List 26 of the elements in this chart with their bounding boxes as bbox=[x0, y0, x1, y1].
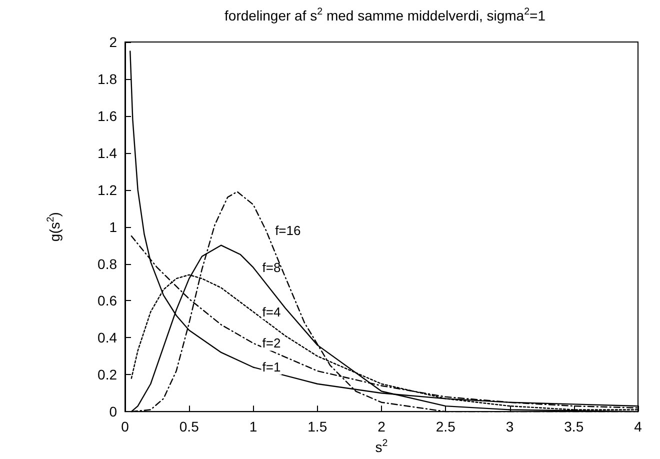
x-tick-label: 1.5 bbox=[308, 418, 328, 435]
y-tick-label: 1.4 bbox=[98, 144, 118, 161]
x-tick-label: 2.5 bbox=[436, 418, 456, 435]
x-tick-label: 3 bbox=[506, 418, 514, 435]
y-tick-label: 0.2 bbox=[98, 366, 118, 383]
x-tick-label: 2 bbox=[378, 418, 386, 435]
x-tick-label: 3.5 bbox=[564, 418, 584, 435]
y-tick-label: 0 bbox=[109, 404, 118, 420]
y-tick-label: 1.6 bbox=[98, 108, 118, 124]
y-tick-label: 1.2 bbox=[98, 182, 118, 198]
y-tick-label: 0.8 bbox=[98, 256, 118, 272]
series-label: f=8 bbox=[262, 260, 281, 275]
y-tick-label: 0.4 bbox=[98, 330, 118, 346]
x-tick-label: 0.5 bbox=[179, 418, 200, 435]
y-tick-label: 1 bbox=[109, 218, 118, 235]
x-tick-label: 4 bbox=[634, 418, 642, 435]
series-label: f=4 bbox=[262, 304, 281, 320]
y-tick-label: 2 bbox=[109, 34, 118, 50]
series-label: f=16 bbox=[275, 222, 301, 238]
y-tick-label: 0.6 bbox=[98, 292, 118, 309]
x-tick-label: 0 bbox=[121, 418, 130, 435]
x-tick-label: 1 bbox=[249, 418, 258, 435]
series-label: f=2 bbox=[262, 336, 281, 351]
y-tick-label: 1.8 bbox=[98, 70, 118, 87]
y-axis-title: g(s2) bbox=[46, 212, 62, 242]
series-label: f=1 bbox=[262, 360, 281, 375]
